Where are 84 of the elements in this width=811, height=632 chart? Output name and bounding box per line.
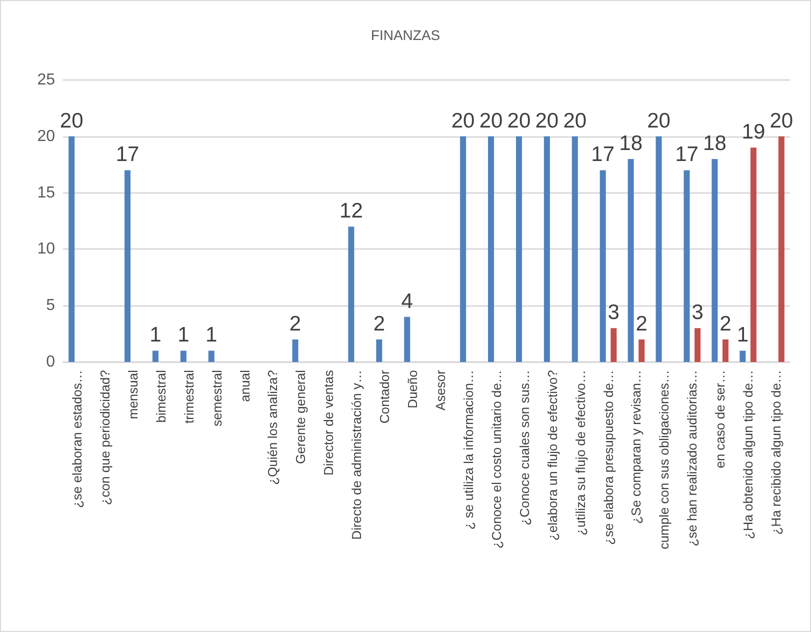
bar <box>376 339 382 362</box>
bar <box>656 136 662 362</box>
bar <box>572 136 578 362</box>
bar <box>152 350 158 362</box>
x-tick-label: mensual <box>125 370 140 420</box>
bar <box>740 350 746 362</box>
x-tick-label: trimestral <box>181 370 196 424</box>
x-tick-label: ¿Quién los analiza? <box>265 370 280 485</box>
x-tick-label: ¿se han realizado auditorias… <box>684 370 700 546</box>
bar <box>292 339 298 362</box>
bar <box>348 226 354 362</box>
data-label: 20 <box>647 109 670 132</box>
bar <box>544 136 550 362</box>
data-label: 19 <box>742 120 766 144</box>
data-label: 18 <box>703 132 726 155</box>
y-tick-label: 15 <box>37 184 56 202</box>
data-label: 20 <box>563 109 587 132</box>
data-label: 17 <box>675 143 698 166</box>
bar <box>68 136 75 362</box>
bar <box>712 158 718 362</box>
data-label: 2 <box>373 312 385 336</box>
x-tick-label: Director de ventas <box>321 370 336 476</box>
x-tick-label: ¿elabora un flujo de efectivo? <box>544 370 560 541</box>
x-tick-label: ¿Conoce cuales son sus… <box>516 370 532 526</box>
x-tick-label: ¿utiliza su flujo de efectivo… <box>572 370 588 536</box>
x-tick-label: ¿Ha recibido algun tipo de… <box>768 370 784 535</box>
x-tick-label: ¿se elabora presupuesto de… <box>600 370 616 545</box>
data-label: 20 <box>479 109 503 132</box>
x-tick-label: Gerente general <box>293 370 308 464</box>
data-label: 1 <box>206 324 218 347</box>
x-tick-label: anual <box>237 370 252 402</box>
data-label: 12 <box>340 200 363 223</box>
data-label: 20 <box>770 109 794 132</box>
bar <box>124 170 131 362</box>
data-label: 20 <box>507 109 531 132</box>
y-tick-label: 5 <box>46 297 56 314</box>
data-label: 2 <box>636 312 648 336</box>
data-label: 17 <box>591 143 615 166</box>
data-label: 17 <box>116 143 140 166</box>
x-tick-label: Dueño <box>405 370 420 408</box>
x-tick-label: en caso de ser… <box>712 370 728 468</box>
y-tick-label: 25 <box>37 72 56 88</box>
x-tick-label: semestral <box>209 370 224 426</box>
data-label: 3 <box>692 301 704 324</box>
bar <box>750 148 756 362</box>
x-tick-label: Contador <box>377 369 392 424</box>
x-tick-label: ¿Se comparan y revisan… <box>628 370 644 524</box>
bar <box>208 350 214 362</box>
x-tick-label: Asesor <box>432 369 448 410</box>
bar <box>404 316 410 362</box>
bar <box>600 170 606 362</box>
y-tick-label: 20 <box>37 128 56 145</box>
x-tick-label: ¿Ha obtenido algun tipo de… <box>740 370 756 540</box>
data-label: 1 <box>178 324 190 347</box>
bar <box>610 328 617 362</box>
bar <box>684 170 690 362</box>
data-label: 2 <box>720 312 732 336</box>
data-label: 20 <box>451 109 475 132</box>
bar <box>460 136 466 362</box>
bar <box>516 136 522 362</box>
chart-title: FINANZAS <box>370 27 440 43</box>
data-label: 2 <box>289 312 302 336</box>
x-tick-label: ¿con que periodicidad? <box>97 370 112 506</box>
data-label: 20 <box>535 109 559 132</box>
bar <box>778 136 784 362</box>
data-label: 1 <box>150 324 162 347</box>
x-tick-label: ¿Conoce el costo unitario de… <box>488 370 504 548</box>
x-tick-label: ¿se elaboran estados… <box>69 370 84 508</box>
data-label: 3 <box>608 301 620 324</box>
y-tick-label: 10 <box>37 240 56 258</box>
data-label: 4 <box>401 290 414 313</box>
data-label: 1 <box>736 324 748 347</box>
data-label: 18 <box>619 132 642 155</box>
x-tick-label: cumple con sus obligaciones… <box>656 370 672 550</box>
bar <box>722 339 728 362</box>
x-tick-label: ¿ se utiliza la informacion… <box>460 370 476 530</box>
bar <box>180 350 186 362</box>
bar <box>628 158 634 362</box>
x-tick-label: Directo de administración y… <box>349 370 364 540</box>
y-tick-label: 0 <box>46 354 56 370</box>
x-tick-label: bimestral <box>153 370 168 423</box>
bar <box>694 328 701 362</box>
bar <box>638 339 645 362</box>
bar <box>488 136 494 362</box>
